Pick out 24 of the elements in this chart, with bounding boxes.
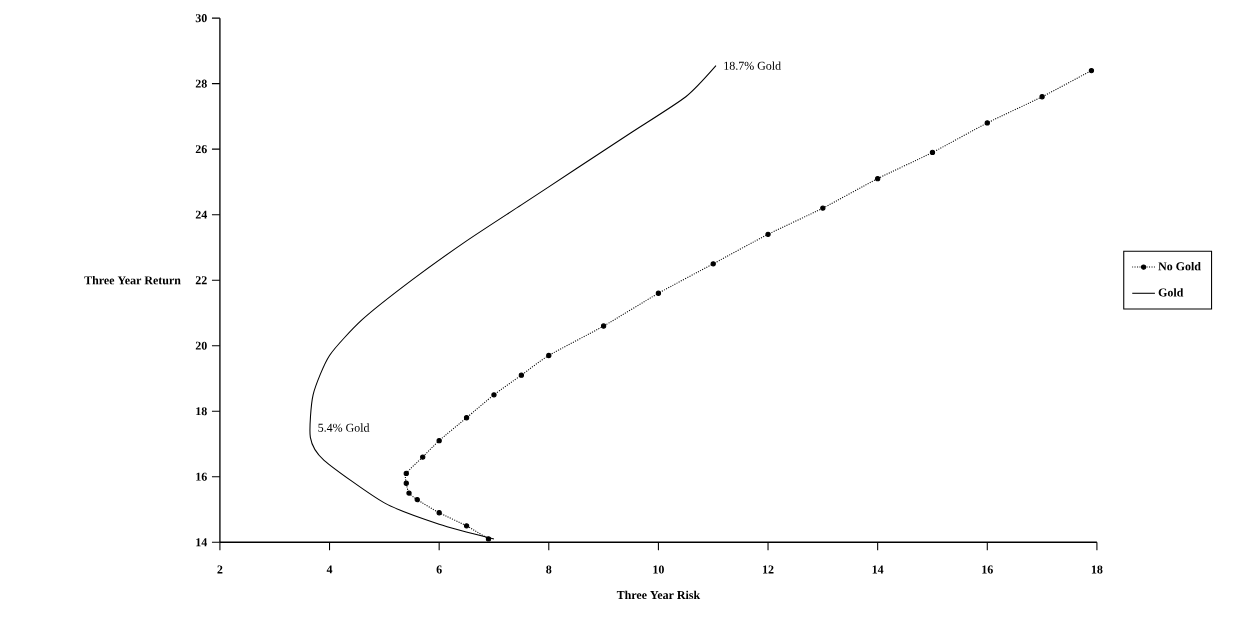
x-tick-label: 18 (1091, 565, 1103, 574)
annotation: 5.4% Gold (318, 423, 370, 432)
x-tick-label: 6 (436, 565, 442, 574)
x-tick-label: 2 (217, 565, 223, 574)
x-tick-label: 16 (982, 565, 993, 574)
x-tick-label: 10 (653, 565, 664, 574)
x-axis-title: Three Year Risk (616, 590, 701, 599)
legend-label: No Gold (1158, 261, 1201, 271)
y-axis-title: Three Year Return (84, 275, 181, 285)
y-tick-label: 20 (195, 341, 207, 350)
y-tick-label: 14 (196, 538, 208, 547)
x-tick-label: 8 (546, 565, 552, 574)
y-tick-label: 22 (195, 276, 207, 284)
y-tick-label: 26 (195, 145, 207, 154)
y-tick-label: 16 (196, 472, 207, 481)
x-tick-label: 12 (763, 565, 774, 574)
x-tick-label: 4 (326, 565, 333, 574)
legend-label: Gold (1158, 288, 1184, 297)
y-tick-label: 24 (195, 210, 208, 219)
annotation: 18.7% Gold (724, 61, 781, 70)
y-tick-label: 18 (196, 407, 207, 416)
y-tick-label: 30 (195, 13, 207, 23)
y-tick-label: 28 (195, 79, 207, 88)
x-tick-label: 14 (872, 565, 884, 574)
